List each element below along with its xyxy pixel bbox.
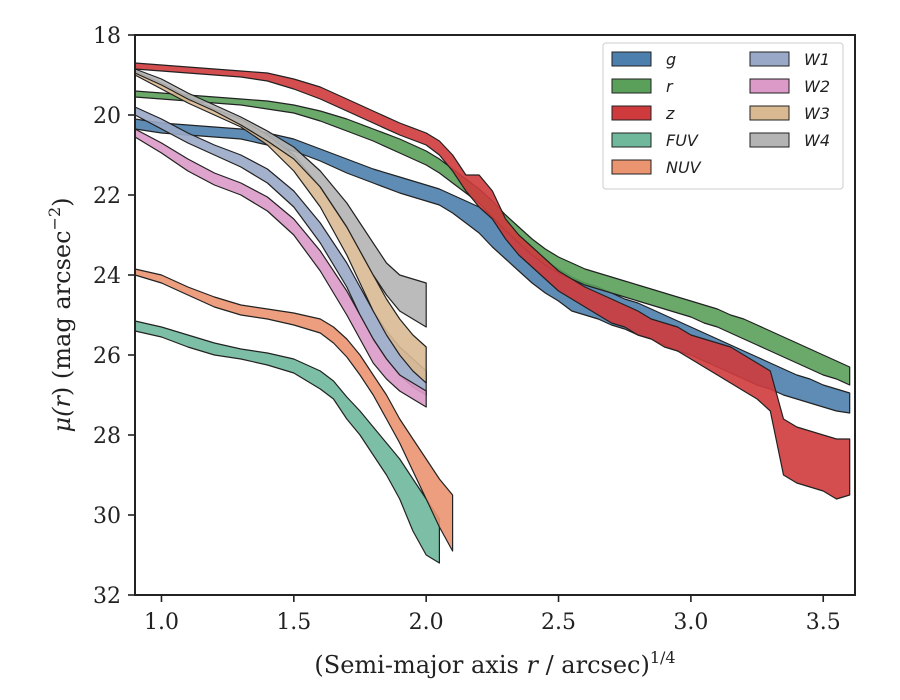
y-axis-title: μ(r) (mag arcsec−2) <box>45 197 76 432</box>
x-tick-label: 1.0 <box>144 610 179 635</box>
axes-layer: 1.0 1.5 2.0 2.5 3.0 3.5 18 20 22 24 26 28 30 32 <box>93 24 841 635</box>
y-axis-title-var: r <box>48 395 76 408</box>
y-tick-label: 24 <box>93 264 121 289</box>
x-axis-title-var: r <box>526 651 539 679</box>
y-tick-label: 26 <box>93 344 121 369</box>
legend-label-z: z <box>665 104 675 123</box>
legend-swatch-nuv <box>611 159 652 175</box>
legend-label-g: g <box>666 50 676 69</box>
legend-label-w4: W4 <box>804 131 830 150</box>
x-tick-label: 1.5 <box>276 610 311 635</box>
legend-label-w3: W3 <box>804 104 830 123</box>
band-layer <box>134 62 851 564</box>
legend-swatch-z <box>611 105 652 121</box>
y-tick-label: 30 <box>93 504 121 529</box>
legend-swatch-g <box>611 51 652 67</box>
band-nuv <box>134 268 454 552</box>
band-fuv <box>134 320 440 564</box>
legend-swatch-w3 <box>749 105 790 121</box>
legend-swatch-r <box>611 78 652 94</box>
y-axis-title-prefix: μ( <box>48 407 76 433</box>
band-z <box>134 62 851 500</box>
legend-swatch-w1 <box>749 51 790 67</box>
x-tick-label: 2.0 <box>409 610 444 635</box>
y-tick-label: 32 <box>93 584 121 609</box>
band-w4 <box>134 68 427 328</box>
y-tick-label: 28 <box>93 424 121 449</box>
legend-label-r: r <box>666 77 674 96</box>
x-axis-title: (Semi-major axis r / arcsec)1/4 <box>314 648 675 679</box>
y-tick-label: 18 <box>93 24 121 49</box>
legend-label-nuv: NUV <box>666 158 702 177</box>
band-w2 <box>134 128 427 408</box>
legend-swatch-w4 <box>749 132 790 148</box>
x-axis-title-tail: / arcsec) <box>538 651 650 679</box>
legend-swatch-fuv <box>611 132 652 148</box>
y-tick-label: 22 <box>93 184 121 209</box>
x-tick-label: 3.5 <box>806 610 841 635</box>
y-axis-title-middle: ) (mag arcsec <box>48 230 76 396</box>
legend-label-w1: W1 <box>804 50 830 69</box>
x-tick-label: 3.0 <box>673 610 708 635</box>
y-axis-title-suffix: ) <box>48 197 76 206</box>
legend-swatch-w2 <box>749 78 790 94</box>
x-tick-label: 2.5 <box>541 610 576 635</box>
x-axis-title-main: (Semi-major axis <box>314 651 526 679</box>
x-axis-title-exponent: 1/4 <box>650 648 676 667</box>
legend: grz FUV NUV W1 W2 W3 W4 <box>602 42 844 190</box>
plot-frame <box>134 34 856 596</box>
y-axis-title-exponent: −2 <box>45 207 64 231</box>
legend-label-w2: W2 <box>804 77 830 96</box>
y-tick-label: 20 <box>93 104 121 129</box>
legend-label-fuv: FUV <box>666 131 699 150</box>
